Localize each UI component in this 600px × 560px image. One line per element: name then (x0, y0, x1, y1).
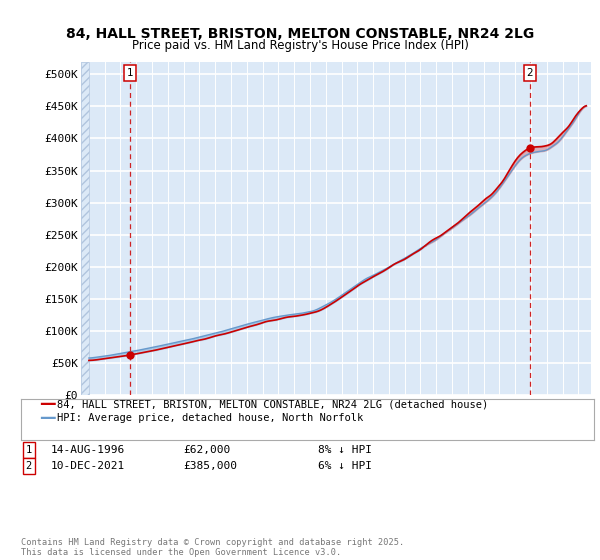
Text: 10-DEC-2021: 10-DEC-2021 (51, 461, 125, 471)
Text: £62,000: £62,000 (183, 445, 230, 455)
Text: —: — (39, 409, 56, 427)
Text: 1: 1 (26, 445, 32, 455)
Text: Contains HM Land Registry data © Crown copyright and database right 2025.
This d: Contains HM Land Registry data © Crown c… (21, 538, 404, 557)
Text: 2: 2 (527, 68, 533, 78)
Text: 84, HALL STREET, BRISTON, MELTON CONSTABLE, NR24 2LG (detached house): 84, HALL STREET, BRISTON, MELTON CONSTAB… (57, 399, 488, 409)
Text: 6% ↓ HPI: 6% ↓ HPI (318, 461, 372, 471)
Text: 1: 1 (127, 68, 134, 78)
Text: HPI: Average price, detached house, North Norfolk: HPI: Average price, detached house, Nort… (57, 413, 363, 423)
Text: 84, HALL STREET, BRISTON, MELTON CONSTABLE, NR24 2LG: 84, HALL STREET, BRISTON, MELTON CONSTAB… (66, 27, 534, 41)
Bar (81, 62, 89, 395)
Text: —: — (39, 395, 56, 413)
Text: Price paid vs. HM Land Registry's House Price Index (HPI): Price paid vs. HM Land Registry's House … (131, 39, 469, 53)
Text: £385,000: £385,000 (183, 461, 237, 471)
Text: 14-AUG-1996: 14-AUG-1996 (51, 445, 125, 455)
Text: 8% ↓ HPI: 8% ↓ HPI (318, 445, 372, 455)
Text: 2: 2 (26, 461, 32, 471)
